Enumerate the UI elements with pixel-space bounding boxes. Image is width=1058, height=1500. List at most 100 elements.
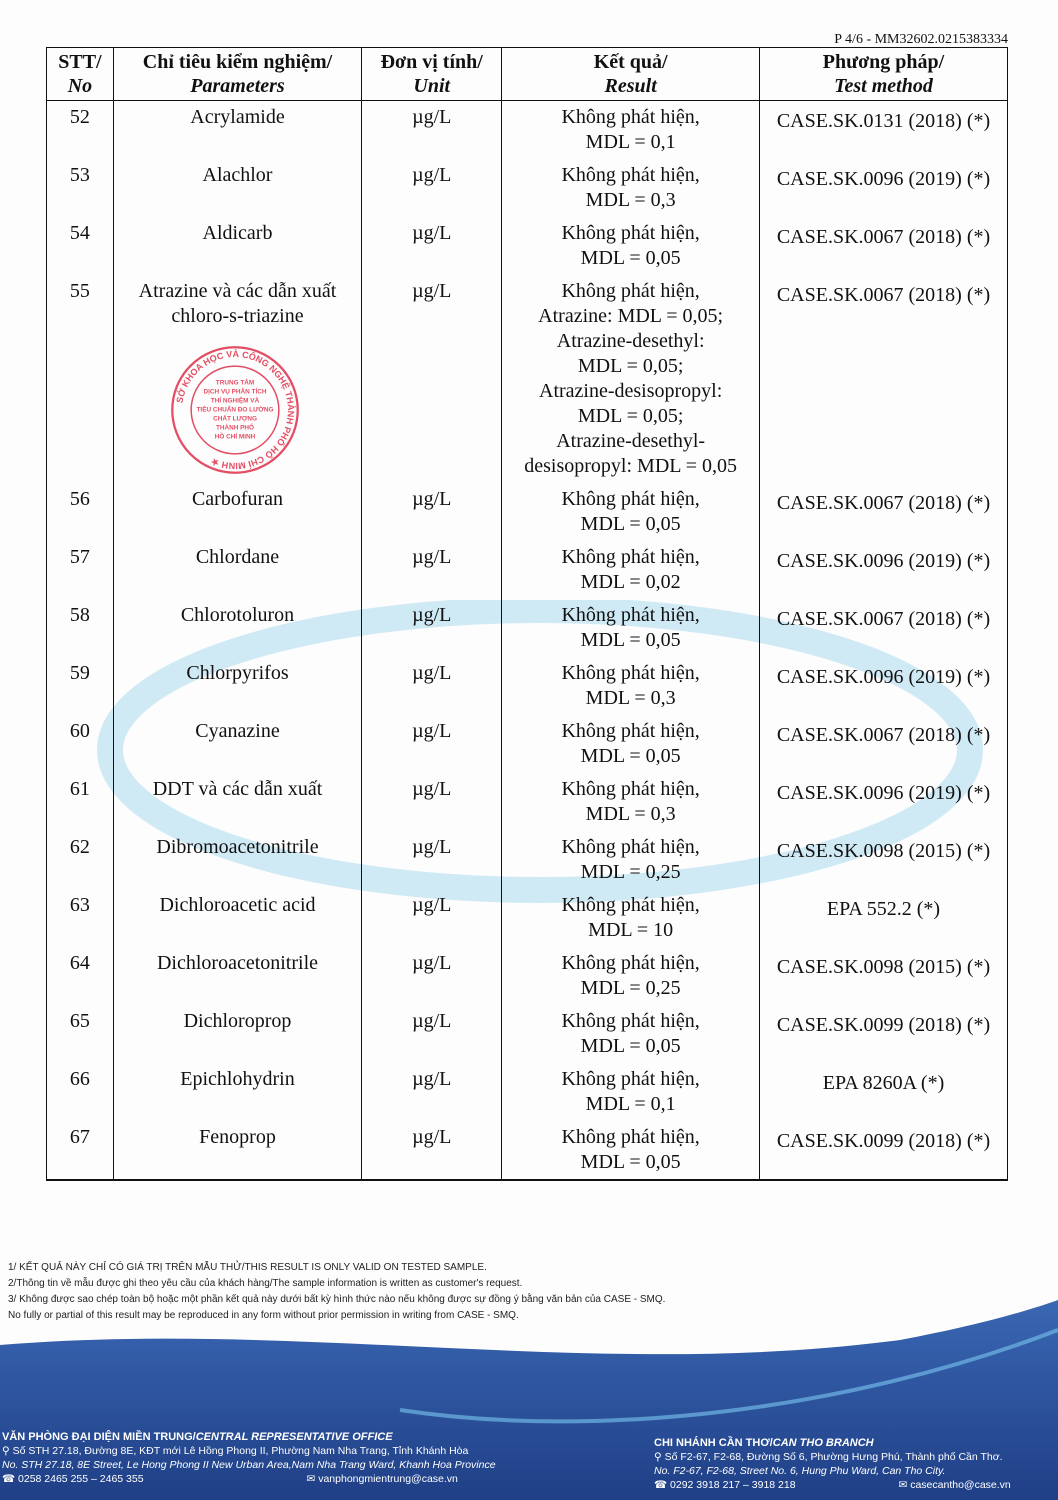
table-row: 59 Chlorpyrifos µg/L Không phát hiện, MDL = … xyxy=(46,657,1008,715)
result-line: Không phát hiện, xyxy=(561,836,700,858)
phone-icon: ☎ xyxy=(654,1479,668,1491)
row-result: Không phát hiện, MDL = 0,05 xyxy=(501,1005,760,1063)
svg-text:TRUNG TÂM: TRUNG TÂM xyxy=(216,377,254,386)
row-result: Không phát hiện, MDL = 0,25 xyxy=(501,831,760,889)
table-row: 58 Chlorotoluron µg/L Không phát hiện, MDL =… xyxy=(46,599,1008,657)
row-result: Không phát hiện, MDL = 0,3 xyxy=(501,159,760,217)
row-test-method: CASE.SK.0098 (2015) (*) xyxy=(759,947,1008,1005)
row-test-method: CASE.SK.0067 (2018) (*) xyxy=(759,217,1008,275)
header-no: STT/No xyxy=(46,47,114,101)
row-unit: µg/L xyxy=(361,1063,503,1121)
row-parameter: Alachlor xyxy=(112,159,363,217)
result-line: Không phát hiện, xyxy=(561,488,700,510)
row-no: 65 xyxy=(46,1005,114,1063)
result-line: MDL = 0,3 xyxy=(585,189,676,211)
result-line: MDL = 0,05 xyxy=(580,745,681,767)
row-test-method: CASE.SK.0067 (2018) (*) xyxy=(759,599,1008,657)
result-line: MDL = 0,3 xyxy=(585,687,676,709)
row-test-method: CASE.SK.0096 (2019) (*) xyxy=(759,541,1008,599)
row-no: 66 xyxy=(46,1063,114,1121)
row-test-method: CASE.SK.0099 (2018) (*) xyxy=(759,1121,1008,1181)
row-result: Không phát hiện, MDL = 0,1 xyxy=(501,100,760,159)
result-line: MDL = 10 xyxy=(588,919,674,941)
result-line: Không phát hiện, xyxy=(561,604,700,626)
row-test-method: CASE.SK.0096 (2019) (*) xyxy=(759,159,1008,217)
row-result: Không phát hiện, MDL = 10 xyxy=(501,889,760,947)
row-result: Không phát hiện, MDL = 0,02 xyxy=(501,541,760,599)
row-parameter: Epichlohydrin xyxy=(112,1063,363,1121)
row-test-method: CASE.SK.0096 (2019) (*) xyxy=(759,773,1008,831)
row-no: 52 xyxy=(46,100,114,159)
note: No fully or partial of this result may b… xyxy=(8,1310,519,1321)
row-result: Không phát hiện, MDL = 0,05 xyxy=(501,715,760,773)
note: 1/ KẾT QUẢ NÀY CHỈ CÓ GIÁ TRỊ TRÊN MẪU T… xyxy=(8,1262,487,1273)
row-unit: µg/L xyxy=(361,541,503,599)
result-line: Không phát hiện, xyxy=(561,1010,700,1032)
cantho-branch-info: CHI NHÁNH CẦN THƠ/CAN THO BRANCH ⚲ Số F2… xyxy=(654,1437,1011,1491)
row-test-method: CASE.SK.0098 (2015) (*) xyxy=(759,831,1008,889)
row-result: Không phát hiện, MDL = 0,3 xyxy=(501,657,760,715)
result-line: Không phát hiện, xyxy=(561,222,700,244)
row-unit: µg/L xyxy=(361,483,503,541)
table-row: 56 Carbofuran µg/L Không phát hiện, MDL = 0,… xyxy=(46,483,1008,541)
row-unit: µg/L xyxy=(361,100,503,159)
row-parameter: Cyanazine xyxy=(112,715,363,773)
svg-text:THÀNH PHỐ: THÀNH PHỐ xyxy=(216,422,254,432)
official-stamp: SỞ KHOA HỌC VÀ CÔNG NGHỆ THÀNH PHỐ HỒ CH… xyxy=(171,346,299,474)
result-line: Không phát hiện, xyxy=(561,164,700,186)
page-reference: P 4/6 - MM32602.0215383334 xyxy=(834,32,1008,47)
row-unit: µg/L xyxy=(361,773,503,831)
row-unit: µg/L xyxy=(361,889,503,947)
row-parameter: Carbofuran xyxy=(112,483,363,541)
row-parameter: Acrylamide xyxy=(112,100,363,159)
result-line: Không phát hiện, xyxy=(561,546,700,568)
result-line: Không phát hiện, xyxy=(561,106,700,128)
table-row: 65 Dichloroprop µg/L Không phát hiện, MDL = … xyxy=(46,1005,1008,1063)
result-line: Không phát hiện, xyxy=(561,1068,700,1090)
table-header: STT/No Chỉ tiêu kiểm nghiệm/Parameters Đ… xyxy=(46,47,1008,101)
row-result: Không phát hiện, MDL = 0,05 xyxy=(501,483,760,541)
result-line: Không phát hiện, xyxy=(561,778,700,800)
row-test-method: EPA 8260A (*) xyxy=(759,1063,1008,1121)
table-row: 60 Cyanazine µg/L Không phát hiện, MDL = 0,0… xyxy=(46,715,1008,773)
row-parameter: Dichloroacetic acid xyxy=(112,889,363,947)
footer-banner xyxy=(0,1300,1058,1500)
row-unit: µg/L xyxy=(361,831,503,889)
result-line: MDL = 0,05 xyxy=(580,1035,681,1057)
row-unit: µg/L xyxy=(361,715,503,773)
row-parameter: Aldicarb xyxy=(112,217,363,275)
row-test-method: CASE.SK.0099 (2018) (*) xyxy=(759,1005,1008,1063)
header-parameters: Chỉ tiêu kiểm nghiệm/Parameters xyxy=(112,47,363,101)
result-line: MDL = 0,05 xyxy=(580,629,681,651)
row-parameter: Fenoprop xyxy=(112,1121,363,1181)
result-line: Không phát hiện, xyxy=(561,662,700,684)
row-no: 67 xyxy=(46,1121,114,1181)
result-line: MDL = 0,1 xyxy=(585,1093,676,1115)
row-test-method: CASE.SK.0096 (2019) (*) xyxy=(759,657,1008,715)
row-no: 55 xyxy=(46,275,114,483)
row-unit: µg/L xyxy=(361,1121,503,1181)
header-unit: Đơn vị tính/Unit xyxy=(361,47,503,101)
row-unit: µg/L xyxy=(361,275,503,483)
table-row: 57 Chlordane µg/L Không phát hiện, MDL = 0,0… xyxy=(46,541,1008,599)
row-no: 57 xyxy=(46,541,114,599)
row-no: 59 xyxy=(46,657,114,715)
row-unit: µg/L xyxy=(361,599,503,657)
result-line: MDL = 0,25 xyxy=(580,861,681,883)
table-row: 67 Fenoprop µg/L Không phát hiện, MDL = 0,05… xyxy=(46,1121,1008,1181)
result-line: Atrazine: MDL = 0,05; xyxy=(538,305,724,327)
row-parameter: DDT và các dẫn xuất xyxy=(112,773,363,831)
result-line: MDL = 0,05; xyxy=(577,355,684,377)
result-line: MDL = 0,05 xyxy=(580,247,681,269)
row-no: 61 xyxy=(46,773,114,831)
row-no: 53 xyxy=(46,159,114,217)
email-icon: ✉ xyxy=(898,1479,908,1491)
row-unit: µg/L xyxy=(361,947,503,1005)
footnotes: 1/ KẾT QUẢ NÀY CHỈ CÓ GIÁ TRỊ TRÊN MẪU T… xyxy=(8,1260,665,1324)
row-no: 56 xyxy=(46,483,114,541)
row-no: 60 xyxy=(46,715,114,773)
table-row: 52 Acrylamide µg/L Không phát hiện, MDL = 0,… xyxy=(46,100,1008,159)
row-test-method: CASE.SK.0067 (2018) (*) xyxy=(759,275,1008,483)
phone-icon: ☎ xyxy=(2,1473,16,1485)
svg-text:DỊCH VỤ PHÂN TÍCH: DỊCH VỤ PHÂN TÍCH xyxy=(204,386,267,395)
